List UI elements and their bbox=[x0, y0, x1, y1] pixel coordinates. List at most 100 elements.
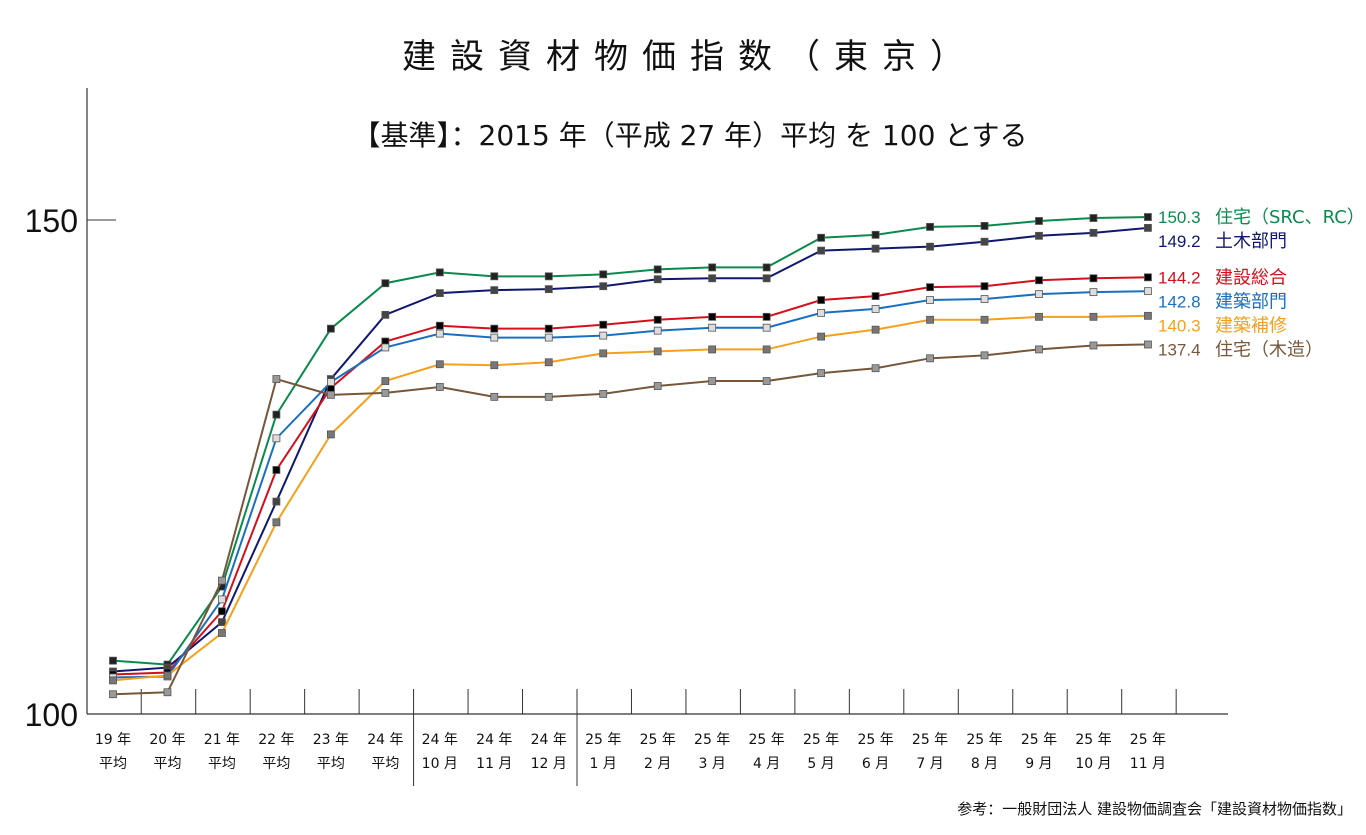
x-tick-label: 24 年 bbox=[367, 732, 403, 748]
data-point bbox=[926, 242, 934, 251]
legend-label: 建築部門 bbox=[1215, 291, 1287, 312]
x-tick-label: 23 年 bbox=[313, 732, 349, 748]
data-point bbox=[163, 688, 172, 697]
axes: 150 100 19 年平均 20 年平均 21 年平均 22 年平均 23 年平均 24 年… bbox=[25, 88, 1228, 786]
data-point bbox=[218, 629, 226, 637]
data-point bbox=[490, 324, 499, 333]
data-point bbox=[980, 282, 989, 291]
x-tick-label: 5 月 bbox=[807, 756, 834, 772]
x-tick-label: 25 年 bbox=[857, 732, 893, 748]
data-point bbox=[762, 323, 771, 332]
data-point bbox=[326, 430, 335, 439]
data-point bbox=[708, 345, 717, 354]
x-tick-label: 平均 bbox=[371, 756, 399, 772]
data-point bbox=[1035, 231, 1043, 240]
data-point bbox=[708, 377, 717, 385]
data-point bbox=[762, 274, 771, 283]
data-point bbox=[762, 312, 771, 321]
data-point bbox=[762, 345, 771, 354]
data-point bbox=[708, 274, 717, 283]
data-point bbox=[1089, 312, 1098, 321]
legend-label: 建設総合 bbox=[1215, 267, 1287, 288]
data-point bbox=[490, 333, 499, 342]
x-tick-label: 24 年 bbox=[476, 732, 512, 748]
data-point bbox=[1089, 214, 1098, 222]
data-point bbox=[1035, 217, 1043, 225]
x-tick-label: 平均 bbox=[99, 756, 127, 772]
data-point bbox=[544, 333, 553, 342]
x-tick-label: 25 年 bbox=[1075, 732, 1111, 748]
end-value-label: 144.2 bbox=[1158, 268, 1201, 287]
data-point bbox=[762, 263, 771, 272]
data-point bbox=[435, 289, 444, 298]
x-tick-label: 25 年 bbox=[966, 732, 1002, 748]
x-tick-label: 25 年 bbox=[585, 732, 621, 748]
x-tick-label: 7 月 bbox=[916, 756, 943, 772]
data-point bbox=[381, 310, 390, 319]
x-tick-label: 1 月 bbox=[590, 756, 617, 772]
data-point bbox=[218, 576, 226, 585]
series-2: 144.2 建設総合 bbox=[109, 267, 1287, 679]
legend-label: 住宅（木造） bbox=[1215, 339, 1323, 360]
data-point bbox=[435, 329, 444, 338]
data-point bbox=[381, 343, 390, 352]
data-point bbox=[1144, 224, 1152, 232]
data-point bbox=[1089, 274, 1098, 283]
x-tick-label: 25 年 bbox=[1130, 732, 1166, 748]
x-tick-label: 10 月 bbox=[1075, 756, 1111, 772]
data-point bbox=[435, 321, 444, 330]
data-point bbox=[272, 375, 281, 383]
data-point bbox=[926, 283, 934, 292]
chart-title: 建設資材物価指数（東京） bbox=[402, 37, 978, 77]
data-point bbox=[653, 265, 662, 274]
x-tick-label: 10 月 bbox=[422, 756, 458, 772]
data-point bbox=[490, 392, 499, 401]
x-tick-label: 25 年 bbox=[803, 732, 839, 748]
data-point bbox=[871, 364, 880, 373]
data-point bbox=[272, 518, 281, 527]
data-point bbox=[109, 676, 117, 685]
x-tick-label: 12 月 bbox=[531, 756, 567, 772]
x-tick-label: 2 月 bbox=[644, 756, 671, 772]
series-line bbox=[112, 226, 1149, 673]
x-tick-label: 3 月 bbox=[698, 756, 725, 772]
data-point bbox=[272, 466, 281, 474]
x-tick-label: 平均 bbox=[153, 756, 181, 772]
x-tick-label: 11 月 bbox=[476, 756, 512, 772]
data-point bbox=[926, 223, 934, 231]
data-point bbox=[817, 308, 826, 317]
data-point bbox=[1035, 312, 1043, 321]
data-point bbox=[599, 270, 608, 279]
data-point bbox=[1089, 228, 1098, 237]
data-point bbox=[1089, 341, 1098, 350]
series-line bbox=[112, 276, 1148, 676]
data-point bbox=[1144, 340, 1152, 349]
end-value-label: 142.8 bbox=[1158, 292, 1201, 311]
source-note: 参考：一般財団法人 建設物価調査会「建設資材物価指数」 bbox=[957, 800, 1352, 818]
data-point bbox=[980, 351, 989, 360]
data-point bbox=[599, 282, 608, 291]
series-line bbox=[112, 290, 1148, 679]
data-point bbox=[272, 434, 281, 443]
legend-label: 土木部門 bbox=[1215, 231, 1287, 252]
x-tick-label: 8 月 bbox=[971, 756, 998, 772]
data-point bbox=[109, 656, 117, 665]
data-point bbox=[544, 392, 553, 401]
x-tick-label: 22 年 bbox=[258, 732, 294, 748]
data-point bbox=[1144, 273, 1152, 282]
data-point bbox=[1035, 276, 1043, 285]
data-point bbox=[817, 233, 826, 242]
data-point bbox=[1144, 311, 1152, 320]
data-point bbox=[1144, 287, 1152, 296]
x-tick-label: 4 月 bbox=[753, 756, 780, 772]
data-point bbox=[381, 279, 390, 288]
data-point bbox=[272, 410, 281, 419]
data-point bbox=[599, 331, 608, 340]
data-point bbox=[599, 320, 608, 329]
data-point bbox=[708, 263, 717, 272]
data-point bbox=[980, 222, 989, 230]
x-tick-label: 25 年 bbox=[749, 732, 785, 748]
data-point bbox=[653, 275, 662, 284]
data-point bbox=[817, 369, 826, 378]
data-point bbox=[326, 390, 335, 399]
